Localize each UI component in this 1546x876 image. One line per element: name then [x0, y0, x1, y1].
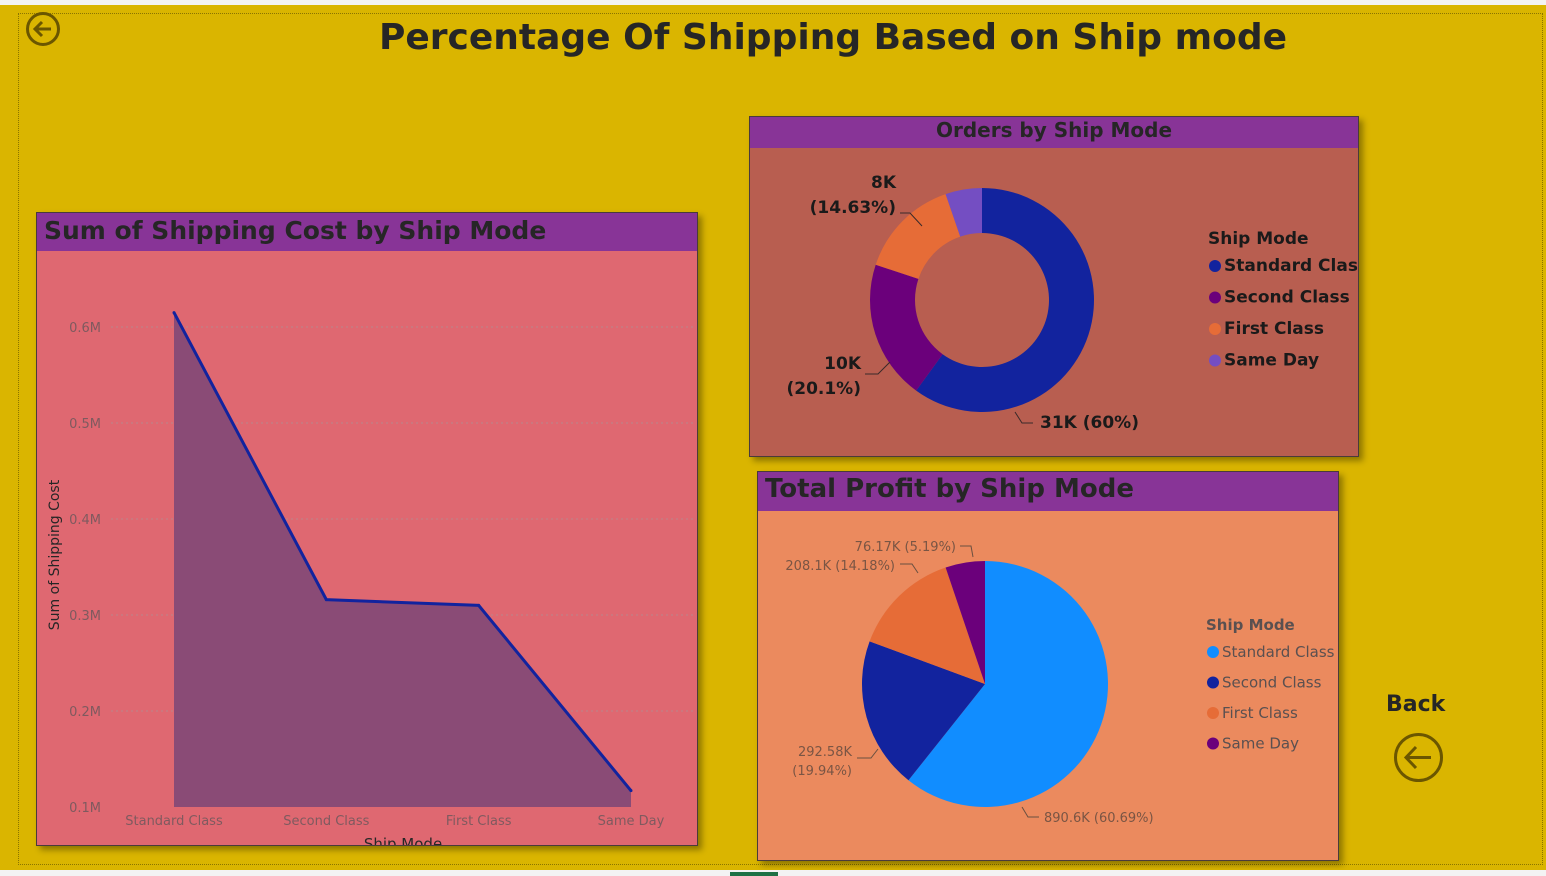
data-label: (19.94%)	[792, 764, 852, 779]
back-arrow-icon-top[interactable]	[26, 12, 60, 46]
window-top-strip	[0, 0, 1546, 5]
slice-standard-class[interactable]	[916, 188, 1094, 412]
slice-second-class[interactable]	[870, 264, 943, 391]
data-label: 10K	[824, 354, 862, 374]
data-label: 31K (60%)	[1040, 413, 1139, 433]
y-tick-label: 0.4M	[69, 513, 101, 528]
y-tick-label: 0.1M	[69, 801, 101, 816]
slice-same-day[interactable]	[945, 188, 982, 237]
orders-panel: Orders by Ship Mode 8K (14.63%) 10K (20.1%)…	[749, 116, 1359, 457]
orders-panel-header: Orders by Ship Mode	[750, 117, 1358, 148]
data-label: (14.63%)	[810, 198, 896, 218]
page-title: Percentage Of Shipping Based on Ship mod…	[378, 17, 1288, 58]
area-fill	[174, 312, 631, 807]
leader-line	[960, 545, 974, 558]
legend-marker[interactable]	[1207, 737, 1219, 750]
profit-chart-title: Total Profit by Ship Mode	[765, 474, 1134, 504]
legend-marker[interactable]	[1209, 354, 1221, 367]
legend-marker[interactable]	[1207, 707, 1219, 719]
legend-marker[interactable]	[1207, 676, 1219, 689]
slice-standard-class[interactable]	[908, 561, 1108, 807]
legend-marker[interactable]	[1209, 323, 1221, 335]
back-button-label[interactable]: Back	[1386, 692, 1446, 717]
slice-second-class[interactable]	[862, 641, 985, 781]
slice-same-day[interactable]	[945, 561, 985, 684]
profit-panel: Total Profit by Ship Mode 76.17K (5.19%)…	[757, 471, 1339, 861]
data-label: (20.1%)	[786, 379, 861, 399]
leader-line	[900, 212, 923, 227]
leader-line	[900, 563, 919, 574]
data-label: 292.58K	[798, 745, 852, 760]
canvas-frame	[18, 13, 1543, 865]
y-tick-label: 0.3M	[69, 609, 101, 624]
leader-line	[857, 748, 879, 759]
data-label: 76.17K (5.19%)	[855, 540, 956, 555]
data-label: 208.1K (14.18%)	[785, 559, 895, 574]
legend-item[interactable]: First Class	[1224, 319, 1324, 339]
x-tick-label: Standard Class	[125, 814, 223, 829]
legend-item[interactable]: First Class	[1222, 704, 1298, 722]
x-axis-label: Ship Mode	[364, 835, 442, 845]
arrow-left-icon	[1403, 745, 1431, 770]
series-line	[172, 311, 633, 792]
data-label: 8K	[871, 173, 897, 193]
legend-item[interactable]: Same Day	[1224, 351, 1319, 371]
legend-marker[interactable]	[1209, 260, 1221, 272]
window-bottom-strip	[0, 870, 1546, 876]
orders-donut-chart: 8K (14.63%) 10K (20.1%) 31K (60%) Ship Mode St…	[786, 173, 1358, 433]
data-point[interactable]	[324, 598, 328, 602]
data-point[interactable]	[477, 603, 481, 607]
back-button[interactable]	[1394, 733, 1443, 782]
slice-first-class[interactable]	[875, 194, 961, 279]
legend-item[interactable]: Second Class	[1222, 674, 1322, 692]
shipping-cost-chart-title: Sum of Shipping Cost by Ship Mode	[44, 216, 547, 245]
legend-marker[interactable]	[1209, 291, 1221, 304]
legend-item[interactable]: Standard Class	[1224, 256, 1358, 276]
leader-line	[1021, 806, 1039, 818]
arrow-left-icon	[32, 20, 51, 38]
legend-item[interactable]: Standard Class	[1222, 643, 1335, 661]
y-tick-label: 0.6M	[69, 321, 101, 336]
shipping-cost-panel-header: Sum of Shipping Cost by Ship Mode	[37, 213, 697, 251]
shipping-cost-area-chart: 0.1M 0.2M 0.3M 0.4M 0.5M 0.6M Standard Class Se…	[47, 311, 695, 845]
x-tick-label: Same Day	[598, 814, 665, 829]
legend-title: Ship Mode	[1208, 229, 1309, 249]
y-tick-label: 0.2M	[69, 705, 101, 720]
data-point[interactable]	[629, 789, 633, 793]
x-tick-label: First Class	[446, 814, 512, 829]
y-axis-label: Sum of Shipping Cost	[47, 479, 63, 630]
legend-marker[interactable]	[1207, 646, 1219, 658]
x-tick-label: Second Class	[283, 814, 369, 829]
leader-line	[865, 361, 891, 375]
legend-item[interactable]: Second Class	[1224, 288, 1350, 308]
leader-line	[1014, 411, 1033, 424]
legend-title: Ship Mode	[1206, 616, 1295, 634]
slice-first-class[interactable]	[869, 567, 985, 684]
shipping-cost-panel: Sum of Shipping Cost by Ship Mode 0.1M 0.…	[36, 212, 698, 846]
profit-pie-chart: 76.17K (5.19%) 208.1K (14.18%) 292.58K (19.…	[785, 540, 1335, 826]
y-tick-label: 0.5M	[69, 417, 101, 432]
data-point[interactable]	[172, 311, 176, 315]
orders-chart-title: Orders by Ship Mode	[935, 118, 1173, 142]
data-label: 890.6K (60.69%)	[1044, 811, 1154, 826]
profit-panel-header: Total Profit by Ship Mode	[758, 472, 1338, 511]
legend-item[interactable]: Same Day	[1222, 735, 1299, 753]
